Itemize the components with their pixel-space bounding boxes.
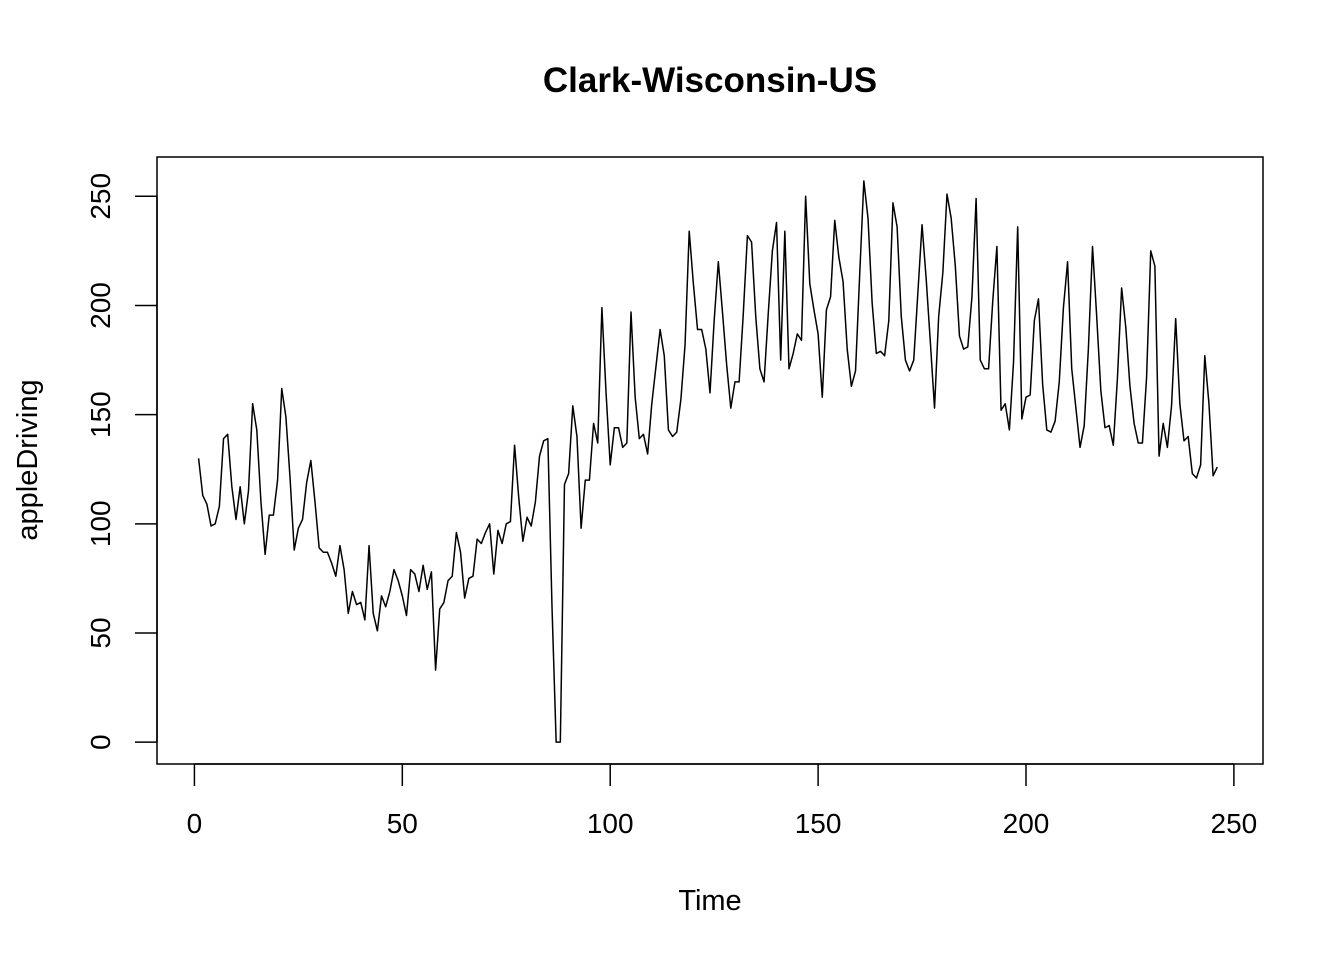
x-tick-label: 150 <box>795 808 842 839</box>
y-tick-label: 250 <box>85 173 116 220</box>
x-tick-label: 100 <box>587 808 634 839</box>
plot-frame <box>156 156 1264 765</box>
x-axis: 0 50 100 150 200 250 <box>187 763 1258 839</box>
x-axis-label: Time <box>678 885 741 917</box>
series-line <box>197 180 1218 743</box>
y-axis: 0 50 100 150 200 250 <box>85 173 158 750</box>
y-tick-label: 0 <box>85 734 116 750</box>
y-tick-label: 200 <box>85 282 116 329</box>
chart-title: Clark-Wisconsin-US <box>543 61 877 100</box>
y-axis-label: appleDriving <box>12 379 44 540</box>
x-tick-label: 50 <box>387 808 418 839</box>
y-tick-label: 50 <box>85 617 116 648</box>
x-tick-label: 0 <box>187 808 203 839</box>
x-tick-label: 250 <box>1211 808 1258 839</box>
y-tick-label: 100 <box>85 500 116 547</box>
x-tick-label: 200 <box>1003 808 1050 839</box>
y-tick-label: 150 <box>85 391 116 438</box>
